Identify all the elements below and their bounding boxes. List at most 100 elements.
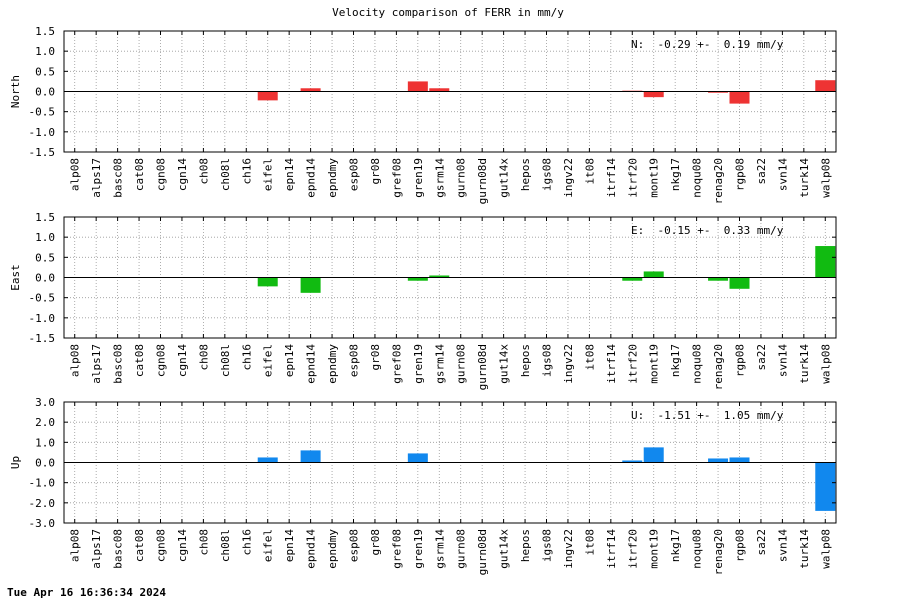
bar-up-epnd14 <box>300 450 321 463</box>
x-tick-label: epn14 <box>283 529 296 562</box>
bar-north-rgp08 <box>729 91 750 104</box>
y-tick-label: -1.0 <box>29 126 56 139</box>
x-tick-label: svn14 <box>776 529 789 562</box>
panel-east: 1.5 1.0 0.5 0.0 -0.5 -1.0 -1.5 East E: -0.15 +- … <box>9 211 837 390</box>
x-tick-label: mont19 <box>648 529 661 569</box>
y-tick-label: 0.5 <box>35 251 55 264</box>
x-tick-label: itrf20 <box>626 529 639 569</box>
x-tick-label: esp08 <box>348 344 361 377</box>
x-tick-label: epndmy <box>326 529 339 569</box>
x-tick-label: hepos <box>519 158 532 191</box>
x-tick-label: itrf14 <box>605 344 618 384</box>
bar-north-mont19 <box>643 91 664 98</box>
x-tick-label: epnd14 <box>305 344 318 384</box>
x-tick-label: itrf14 <box>605 529 618 569</box>
panel-north: 1.5 1.0 0.5 0.0 -0.5 -1.0 -1.5 North N: -0.29 +-… <box>9 25 837 204</box>
x-tick-label: noqu08 <box>691 529 704 569</box>
stat-annotation: N: -0.29 +- 0.19 mm/y <box>631 38 784 51</box>
x-tick-label: cgn08 <box>155 344 168 377</box>
x-tick-label: gren19 <box>412 158 425 198</box>
bar-up-renag20 <box>708 458 729 463</box>
x-tick-label: gut14x <box>498 344 511 384</box>
x-tick-label: ch16 <box>240 529 253 556</box>
y-tick-label: -1.0 <box>29 477 56 490</box>
x-tick-label: turk14 <box>798 529 811 569</box>
y-tick-label: 0.0 <box>35 272 55 285</box>
y-tick-label: 0.0 <box>35 86 55 99</box>
x-tick-label: it08 <box>583 158 596 185</box>
x-tick-label: renag20 <box>712 158 725 204</box>
bar-north-walp08 <box>815 80 836 92</box>
x-tick-label: gren19 <box>412 344 425 384</box>
bar-east-walp08 <box>815 246 836 278</box>
x-tick-label: ch08l <box>219 529 232 562</box>
x-tick-label: alp08 <box>69 344 82 377</box>
x-tick-label: ch08 <box>197 529 210 556</box>
x-tick-label: gref08 <box>390 158 403 198</box>
bar-east-eifel <box>257 277 278 287</box>
y-tick-label: -1.0 <box>29 312 56 325</box>
x-tick-label: cgn14 <box>176 529 189 562</box>
x-tick-label: gsrm14 <box>433 529 446 569</box>
bar-north-gren19 <box>407 81 428 92</box>
x-tick-label: ingv22 <box>562 158 575 198</box>
bar-up-itrf20 <box>622 460 643 463</box>
x-tick-label: walp08 <box>819 529 832 569</box>
x-tick-label: epn14 <box>283 158 296 191</box>
x-tick-label: cgn08 <box>155 529 168 562</box>
x-tick-label: cat08 <box>133 344 146 377</box>
x-tick-label: igs08 <box>541 158 554 191</box>
x-tick-label: gsrm14 <box>433 158 446 198</box>
x-tick-label: basc08 <box>112 529 125 569</box>
x-tick-label: gurn08d <box>476 158 489 204</box>
bar-east-renag20 <box>708 277 729 281</box>
y-tick-label: 1.0 <box>35 231 55 244</box>
x-tick-label: renag20 <box>712 344 725 390</box>
x-tick-label: gsrm14 <box>433 344 446 384</box>
x-tick-label: svn14 <box>776 344 789 377</box>
y-tick-label: -3.0 <box>29 517 56 530</box>
x-tick-label: gr08 <box>369 529 382 556</box>
bar-up-walp08 <box>815 462 836 511</box>
x-tick-label: sa22 <box>755 529 768 556</box>
chart-title: Velocity comparison of FERR in mm/y <box>332 6 564 19</box>
y-tick-label: 2.0 <box>35 416 55 429</box>
x-tick-label: sa22 <box>755 344 768 371</box>
x-tick-label: cat08 <box>133 158 146 191</box>
y-tick-label: 1.5 <box>35 25 55 38</box>
x-tick-label: ingv22 <box>562 344 575 384</box>
x-tick-label: gr08 <box>369 344 382 371</box>
y-tick-label: 3.0 <box>35 396 55 409</box>
x-tick-label: gr08 <box>369 158 382 185</box>
x-tick-label: cgn14 <box>176 158 189 191</box>
y-axis-label: Up <box>9 456 22 469</box>
x-tick-label: rgp08 <box>734 529 747 562</box>
x-tick-label: nkg17 <box>669 344 682 377</box>
panel-up: 3.0 2.0 1.0 0.0 -1.0 -2.0 -3.0 Up U: -1.51 +- 1.… <box>9 396 837 575</box>
x-tick-label: alps17 <box>90 529 103 569</box>
x-tick-label: nkg17 <box>669 158 682 191</box>
y-tick-label: 0.5 <box>35 65 55 78</box>
x-tick-label: turk14 <box>798 344 811 384</box>
x-tick-label: itrf20 <box>626 344 639 384</box>
x-tick-label: cgn08 <box>155 158 168 191</box>
bar-east-mont19 <box>643 271 664 278</box>
stat-annotation: E: -0.15 +- 0.33 mm/y <box>631 224 784 237</box>
y-tick-label: -1.5 <box>29 332 56 345</box>
x-tick-label: gren19 <box>412 529 425 569</box>
bar-east-itrf20 <box>622 277 643 281</box>
x-tick-label: esp08 <box>348 529 361 562</box>
bar-up-mont19 <box>643 447 664 463</box>
y-tick-label: 1.0 <box>35 436 55 449</box>
bar-east-gren19 <box>407 277 428 281</box>
x-tick-label: svn14 <box>776 158 789 191</box>
x-tick-label: cgn14 <box>176 344 189 377</box>
x-tick-label: mont19 <box>648 158 661 198</box>
x-tick-label: gurn08d <box>476 344 489 390</box>
x-tick-label: gref08 <box>390 344 403 384</box>
x-tick-label: alps17 <box>90 158 103 198</box>
x-tick-label: eifel <box>262 529 275 562</box>
x-tick-label: gurn08 <box>455 158 468 198</box>
x-tick-label: rgp08 <box>734 344 747 377</box>
